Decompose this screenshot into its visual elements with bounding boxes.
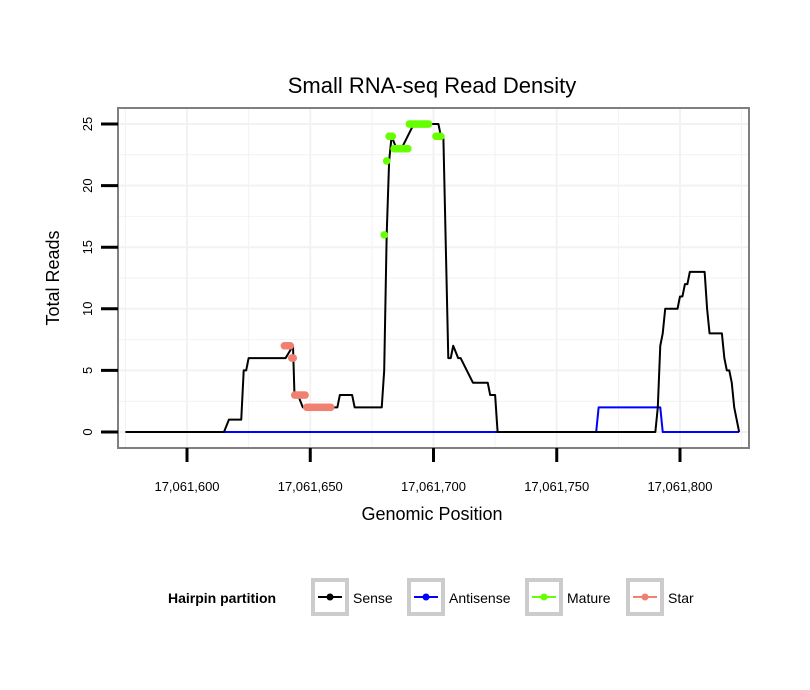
legend-item-mature: Mature [525, 578, 611, 616]
chart-title: Small RNA-seq Read Density [288, 73, 577, 98]
data-point-mature [380, 231, 389, 239]
legend: Hairpin partition Sense Antisense Mature St… [168, 578, 694, 616]
legend-label: Antisense [449, 590, 511, 606]
x-tick-label: 17,061,600 [154, 479, 219, 494]
axis-ticks: 17,061,600 17,061,650 17,061,700 17,061,750… [80, 117, 713, 494]
legend-key-point [326, 593, 334, 601]
series-star [280, 341, 335, 412]
x-tick-label: 17,061,750 [524, 479, 589, 494]
series-antisense [223, 406, 740, 433]
legend-label: Star [668, 590, 694, 606]
legend-title: Hairpin partition [168, 590, 276, 606]
x-tick-label: 17,061,650 [278, 479, 343, 494]
x-tick-label: 17,061,700 [401, 479, 466, 494]
data-point-mature [382, 157, 391, 165]
y-tick-label: 10 [80, 302, 95, 316]
legend-key-point [422, 593, 430, 601]
data-point-mature [404, 144, 412, 153]
y-tick-label: 20 [80, 178, 95, 192]
series-line-antisense [223, 406, 740, 433]
x-tick-label: 17,061,800 [647, 479, 712, 494]
y-tick-label: 5 [80, 367, 95, 374]
data-point-star [286, 341, 295, 350]
data-point-star [289, 354, 298, 362]
data-point-star [326, 403, 335, 412]
legend-item-sense: Sense [311, 578, 393, 616]
legend-item-antisense: Antisense [407, 578, 511, 616]
data-point-mature [424, 120, 433, 128]
legend-key-point [540, 593, 548, 601]
data-point-mature [388, 132, 397, 141]
grid-lines [118, 108, 749, 448]
legend-key-point [641, 593, 649, 601]
legend-item-star: Star [626, 578, 694, 616]
legend-label: Mature [567, 590, 611, 606]
data-point-star [301, 391, 309, 399]
y-tick-label: 25 [80, 117, 95, 131]
y-axis-title: Total Reads [43, 230, 63, 325]
y-tick-label: 0 [80, 428, 95, 435]
y-tick-label: 15 [80, 240, 95, 254]
data-point-mature [437, 132, 445, 141]
series-layer [125, 120, 741, 433]
x-axis-title: Genomic Position [361, 504, 502, 524]
series-mature [380, 120, 445, 239]
legend-label: Sense [353, 590, 393, 606]
